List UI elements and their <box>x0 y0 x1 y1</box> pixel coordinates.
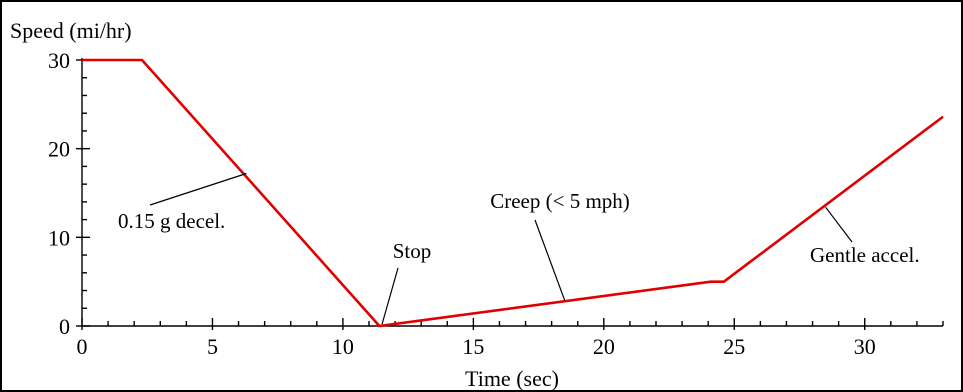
x-tick-label: 5 <box>207 334 218 359</box>
speed-series-line <box>82 58 944 328</box>
annotation-label: Creep (< 5 mph) <box>490 189 630 213</box>
annotation-leader-line <box>534 219 566 301</box>
annotation-label: Gentle accel. <box>810 243 920 267</box>
y-tick-label: 10 <box>48 225 70 250</box>
data-series <box>82 58 944 328</box>
y-tick-label: 20 <box>48 137 70 162</box>
annotation-label: Stop <box>393 239 432 263</box>
ticks: 0 5 10 15 20 25 30 0 10 20 30 <box>48 48 944 359</box>
y-tick-label: 0 <box>59 314 70 339</box>
x-tick-label: 30 <box>854 334 876 359</box>
annotation-label: 0.15 g decel. <box>118 209 225 233</box>
y-axis-label: Speed (mi/hr) <box>10 18 132 43</box>
axes <box>81 58 943 327</box>
x-tick-label: 25 <box>723 334 745 359</box>
x-axis-label: Time (sec) <box>465 366 559 391</box>
annotations: 0.15 g decel. Stop Creep (< 5 mph) Gentle a… <box>118 172 920 325</box>
x-tick-label: 15 <box>462 334 484 359</box>
y-tick-label: 30 <box>48 48 70 73</box>
x-tick-label: 10 <box>332 334 354 359</box>
annotation-leader-line <box>825 206 853 243</box>
annotation-leader-line <box>149 172 247 206</box>
x-tick-label: 0 <box>77 334 88 359</box>
x-tick-label: 20 <box>593 334 615 359</box>
annotation-leader-line <box>381 267 399 325</box>
